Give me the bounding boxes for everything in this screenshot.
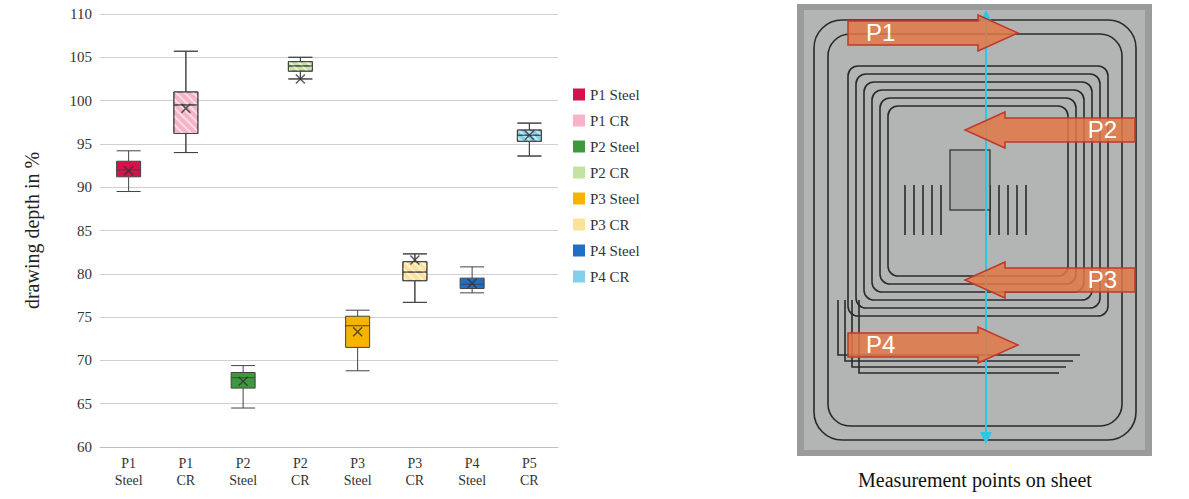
- svg-text:P4 Steel: P4 Steel: [590, 243, 640, 259]
- svg-text:P1: P1: [121, 456, 136, 471]
- svg-text:P2: P2: [1088, 116, 1117, 143]
- svg-text:P1: P1: [866, 19, 895, 46]
- svg-text:95: 95: [77, 136, 92, 152]
- svg-text:Steel: Steel: [458, 473, 486, 488]
- svg-text:P4: P4: [465, 456, 480, 471]
- svg-text:P2 Steel: P2 Steel: [590, 139, 640, 155]
- svg-text:P2: P2: [293, 456, 308, 471]
- svg-text:100: 100: [70, 93, 93, 109]
- svg-text:75: 75: [77, 309, 92, 325]
- svg-text:CR: CR: [520, 473, 539, 488]
- svg-text:Steel: Steel: [344, 473, 372, 488]
- svg-text:85: 85: [77, 223, 92, 239]
- svg-text:Steel: Steel: [229, 473, 257, 488]
- svg-text:60: 60: [77, 439, 92, 455]
- svg-text:110: 110: [70, 6, 92, 22]
- svg-text:Measurement points on sheet: Measurement points on sheet: [858, 469, 1092, 492]
- svg-text:P3: P3: [1088, 266, 1117, 293]
- svg-text:P1 CR: P1 CR: [590, 113, 630, 129]
- svg-text:CR: CR: [406, 473, 425, 488]
- svg-text:P3 CR: P3 CR: [590, 217, 630, 233]
- svg-text:P1: P1: [178, 456, 193, 471]
- svg-text:Steel: Steel: [115, 473, 143, 488]
- svg-text:105: 105: [70, 49, 93, 65]
- svg-text:P2 CR: P2 CR: [590, 165, 630, 181]
- svg-text:65: 65: [77, 396, 92, 412]
- svg-text:drawing depth in %: drawing depth in %: [21, 152, 44, 309]
- svg-text:CR: CR: [291, 473, 310, 488]
- svg-text:P3: P3: [350, 456, 365, 471]
- svg-text:80: 80: [77, 266, 92, 282]
- svg-text:70: 70: [77, 352, 92, 368]
- svg-text:P2: P2: [236, 456, 251, 471]
- svg-text:P4 CR: P4 CR: [590, 269, 630, 285]
- svg-text:P3: P3: [407, 456, 422, 471]
- svg-text:P3 Steel: P3 Steel: [590, 191, 640, 207]
- svg-text:CR: CR: [177, 473, 196, 488]
- svg-text:P1 Steel: P1 Steel: [590, 87, 640, 103]
- svg-text:P5: P5: [522, 456, 537, 471]
- svg-text:90: 90: [77, 179, 92, 195]
- svg-text:P4: P4: [866, 331, 895, 358]
